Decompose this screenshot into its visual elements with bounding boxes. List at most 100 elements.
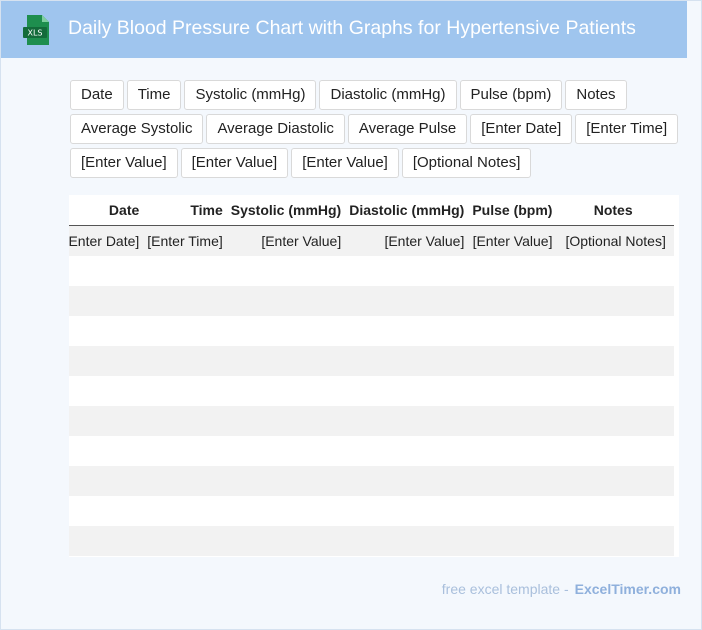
- table-cell: [231, 436, 349, 466]
- table-cell: [231, 256, 349, 286]
- footer: free excel template - ExcelTimer.com: [442, 581, 681, 597]
- table-row: 3: [69, 316, 674, 346]
- table-cell: [Enter Time]: [147, 225, 231, 256]
- table-cell: [349, 406, 473, 436]
- column-header: Notes: [560, 195, 674, 226]
- table-cell: [147, 496, 230, 526]
- table-cell: [231, 496, 349, 526]
- table-cell: [69, 436, 147, 466]
- table-cell: [69, 496, 147, 526]
- chip[interactable]: Average Pulse: [347, 114, 468, 144]
- table-cell: [147, 316, 230, 346]
- table-cell: [349, 256, 472, 286]
- table-cell: [231, 376, 349, 406]
- table-cell: [349, 436, 472, 466]
- footer-text: free excel template -: [441, 581, 569, 597]
- table-cell: [472, 286, 561, 316]
- table-cell: [Enter Date]: [69, 225, 148, 256]
- chip[interactable]: [Enter Value]: [291, 148, 399, 178]
- table-cell: [69, 346, 148, 376]
- table-row: 6: [69, 406, 674, 436]
- chip[interactable]: Date: [70, 80, 124, 110]
- table-row: 8: [69, 466, 674, 496]
- table-cell: [147, 406, 231, 436]
- table-cell: [560, 526, 674, 556]
- chip[interactable]: Systolic (mmHg): [184, 80, 317, 110]
- table-cell: [560, 286, 674, 316]
- table-cell: [560, 316, 673, 346]
- table-cell: [560, 406, 674, 436]
- header-bar: XLS Daily Blood Pressure Chart with Grap…: [1, 1, 687, 58]
- table-cell: [230, 526, 350, 556]
- chip[interactable]: Time: [126, 80, 182, 110]
- chip[interactable]: Average Systolic: [70, 114, 204, 144]
- table-row: 5: [69, 376, 674, 406]
- table-cell: [147, 376, 230, 406]
- table-cell: [349, 526, 473, 556]
- table-cell: [69, 286, 148, 316]
- column-header: Time: [147, 195, 231, 226]
- table-cell: [Enter Value]: [349, 225, 473, 256]
- chip[interactable]: [Enter Date]: [470, 114, 573, 144]
- chip[interactable]: [Optional Notes]: [401, 148, 532, 178]
- footer-link[interactable]: ExcelTimer.com: [574, 581, 681, 597]
- table-row: 10: [69, 526, 674, 556]
- table-cell: [147, 346, 231, 376]
- table-cell: [69, 376, 147, 406]
- table-cell: [69, 466, 148, 496]
- table-cell: [Enter Value]: [472, 225, 561, 256]
- table-row: 9: [69, 496, 674, 526]
- table-cell: [230, 466, 350, 496]
- header-row: Date Time Systolic (mmHg) Diastolic (mmHg) P…: [69, 195, 674, 226]
- table-cell: [349, 286, 473, 316]
- table-cell: [472, 376, 560, 406]
- chip[interactable]: Notes: [565, 80, 627, 110]
- column-header: Systolic (mmHg): [230, 195, 350, 226]
- chip[interactable]: [Enter Time]: [575, 114, 679, 144]
- chip-list: Date Time Systolic (mmHg) Diastolic (mmHg) P…: [70, 80, 680, 178]
- table-cell: [472, 406, 561, 436]
- table-cell: [230, 406, 350, 436]
- chip[interactable]: [Enter Value]: [70, 148, 178, 178]
- table-cell: [147, 526, 231, 556]
- chip[interactable]: Average Diastolic: [206, 114, 345, 144]
- table-cell: [69, 526, 148, 556]
- table-cell: [472, 316, 560, 346]
- table-cell: [349, 466, 473, 496]
- xls-icon: XLS: [23, 15, 49, 45]
- table-cell: [472, 436, 560, 466]
- table-cell: [560, 466, 674, 496]
- table-cell: [349, 496, 472, 526]
- table-cell: [147, 436, 230, 466]
- chip[interactable]: [Enter Value]: [180, 148, 289, 178]
- table-cell: [69, 406, 148, 436]
- table-cell: [349, 376, 472, 406]
- table-row: 2: [69, 286, 674, 316]
- table-cell: [472, 496, 560, 526]
- table-container: Date Time Systolic (mmHg) Diastolic (mmHg) P…: [69, 195, 679, 557]
- table-cell: [472, 346, 561, 376]
- table-row: 0[Enter Date][Enter Time][Enter Value][E…: [69, 225, 674, 256]
- table-cell: [Enter Value]: [230, 225, 350, 256]
- table-row: 7: [69, 436, 674, 466]
- table-cell: [147, 256, 230, 286]
- chip[interactable]: Pulse (bpm): [459, 80, 563, 110]
- table-cell: [472, 256, 560, 286]
- table-cell: [472, 466, 561, 496]
- table-row: 1: [69, 256, 674, 286]
- table-cell: [560, 436, 673, 466]
- table-cell: [560, 256, 673, 286]
- table-cell: [231, 316, 349, 346]
- table-cell: [147, 286, 231, 316]
- table-cell: [349, 316, 472, 346]
- page-title: Daily Blood Pressure Chart with Graphs f…: [68, 17, 636, 39]
- table-cell: [560, 376, 673, 406]
- table-cell: [230, 346, 350, 376]
- icon-label: XLS: [27, 29, 42, 38]
- table-cell: [147, 466, 231, 496]
- table-cell: [472, 526, 561, 556]
- table-cell: [560, 496, 673, 526]
- table-row: 4: [69, 346, 674, 376]
- chip[interactable]: Diastolic (mmHg): [319, 80, 457, 110]
